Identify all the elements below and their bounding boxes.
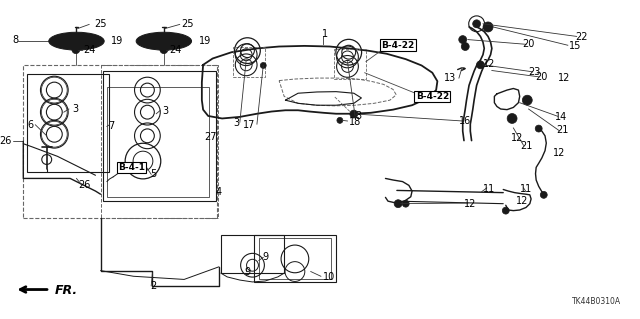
Text: 1: 1	[322, 29, 328, 39]
Circle shape	[461, 42, 469, 50]
Circle shape	[337, 117, 343, 123]
Text: 26: 26	[78, 180, 90, 190]
Text: 27: 27	[204, 132, 217, 142]
Text: 3: 3	[162, 106, 168, 115]
Text: B-4-1: B-4-1	[118, 163, 145, 172]
Text: 13: 13	[444, 73, 456, 83]
Bar	[103, 71, 216, 201]
Bar	[23, 64, 217, 218]
Bar	[107, 87, 209, 197]
Circle shape	[160, 46, 168, 54]
Text: 3: 3	[72, 104, 78, 114]
Text: 16: 16	[459, 116, 472, 126]
Text: 24: 24	[83, 45, 95, 55]
Bar	[254, 235, 336, 282]
Text: 25: 25	[181, 19, 193, 29]
Text: 19: 19	[111, 36, 124, 46]
Bar	[334, 49, 366, 79]
Text: 12: 12	[511, 133, 524, 143]
Circle shape	[350, 110, 358, 118]
Bar	[27, 74, 109, 172]
Text: 18: 18	[349, 117, 361, 127]
Bar	[233, 48, 264, 78]
Ellipse shape	[136, 32, 191, 50]
Text: TK44B0310A: TK44B0310A	[572, 297, 621, 306]
Ellipse shape	[142, 35, 186, 47]
Text: 12: 12	[464, 199, 477, 209]
Text: 5: 5	[150, 169, 157, 179]
Text: 9: 9	[244, 267, 250, 277]
Circle shape	[459, 36, 467, 43]
Text: 7: 7	[108, 121, 115, 131]
Text: 24: 24	[169, 45, 181, 55]
Circle shape	[473, 20, 481, 28]
Text: 6: 6	[28, 120, 34, 130]
Circle shape	[502, 207, 509, 214]
Bar	[259, 238, 331, 279]
Ellipse shape	[49, 32, 104, 50]
Text: 22: 22	[575, 32, 588, 42]
Circle shape	[394, 200, 402, 208]
Text: 15: 15	[569, 41, 582, 51]
Text: FR.: FR.	[54, 284, 77, 297]
Text: 10: 10	[323, 272, 335, 282]
Text: 2: 2	[150, 281, 157, 291]
Text: 3: 3	[233, 118, 239, 128]
Text: 11: 11	[483, 183, 495, 194]
Bar	[100, 64, 218, 218]
Circle shape	[507, 114, 517, 123]
Text: 21: 21	[557, 125, 569, 136]
Circle shape	[483, 22, 493, 32]
Text: 19: 19	[198, 36, 211, 46]
Text: 11: 11	[520, 183, 532, 194]
Text: 12: 12	[558, 73, 570, 83]
Circle shape	[535, 125, 542, 132]
Ellipse shape	[54, 35, 99, 47]
Circle shape	[403, 200, 409, 207]
Circle shape	[540, 191, 547, 198]
Text: 23: 23	[529, 67, 541, 77]
Text: 12: 12	[553, 148, 565, 158]
Text: 8: 8	[12, 35, 18, 45]
Text: B-4-22: B-4-22	[416, 92, 449, 101]
Text: 3: 3	[356, 111, 362, 121]
Text: 17: 17	[243, 120, 255, 130]
Text: 9: 9	[262, 252, 268, 262]
Circle shape	[522, 95, 532, 105]
Text: 26: 26	[0, 136, 12, 145]
Text: 12: 12	[483, 59, 495, 69]
Text: 20: 20	[535, 72, 547, 82]
Circle shape	[260, 63, 266, 68]
Text: 25: 25	[94, 19, 107, 29]
Text: 12: 12	[516, 196, 529, 206]
Circle shape	[477, 61, 484, 69]
Text: 20: 20	[522, 39, 535, 49]
Text: 14: 14	[556, 112, 568, 122]
Circle shape	[72, 46, 80, 54]
Text: B-4-22: B-4-22	[381, 41, 415, 50]
Bar	[221, 235, 284, 273]
Text: 4: 4	[215, 187, 221, 197]
Text: 21: 21	[520, 141, 532, 151]
